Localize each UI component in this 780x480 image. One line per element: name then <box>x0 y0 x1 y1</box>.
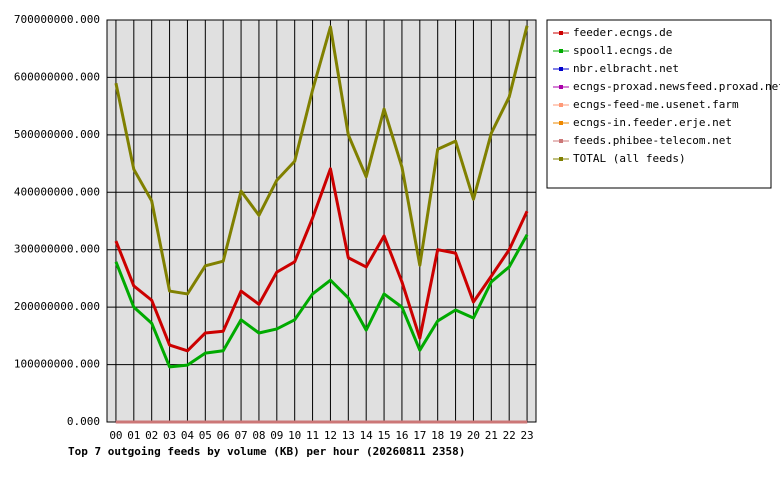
x-tick-label: 14 <box>360 429 374 442</box>
x-tick-label: 08 <box>252 429 265 442</box>
y-tick-label: 600000000.000 <box>14 70 100 83</box>
x-tick-label: 06 <box>217 429 230 442</box>
y-tick-label: 500000000.000 <box>14 128 100 141</box>
series-line <box>114 167 529 353</box>
legend-marker <box>559 103 563 107</box>
chart-title: Top 7 outgoing feeds by volume (KB) per … <box>68 445 465 458</box>
y-tick-label: 300000000.000 <box>14 243 100 256</box>
legend-label: ecngs-feed-me.usenet.farm <box>573 98 739 111</box>
x-tick-label: 03 <box>163 429 176 442</box>
x-tick-label: 18 <box>431 429 444 442</box>
legend-label: nbr.elbracht.net <box>573 62 679 75</box>
x-tick-label: 07 <box>234 429 247 442</box>
x-tick-label: 04 <box>181 429 195 442</box>
x-tick-label: 02 <box>145 429 158 442</box>
x-tick-label: 21 <box>485 429 498 442</box>
x-tick-label: 19 <box>449 429 462 442</box>
legend-marker <box>559 85 563 89</box>
plot-area <box>106 19 537 423</box>
x-tick-label: 01 <box>127 429 140 442</box>
legend-label: ecngs-in.feeder.erje.net <box>573 116 732 129</box>
legend-marker <box>559 49 563 53</box>
x-tick-label: 22 <box>503 429 516 442</box>
y-tick-label: 200000000.000 <box>14 300 100 313</box>
x-tick-label: 09 <box>270 429 283 442</box>
legend-marker <box>559 157 563 161</box>
legend-label: feeds.phibee-telecom.net <box>573 134 732 147</box>
y-tick-label: 700000000.000 <box>14 13 100 26</box>
series-line <box>114 234 529 369</box>
x-tick-label: 10 <box>288 429 301 442</box>
x-tick-label: 17 <box>413 429 426 442</box>
legend-box <box>546 19 772 189</box>
x-tick-label: 11 <box>306 429 319 442</box>
x-tick-label: 16 <box>395 429 408 442</box>
legend-label: spool1.ecngs.de <box>573 44 672 57</box>
legend-label: TOTAL (all feeds) <box>573 152 686 165</box>
legend-label: feeder.ecngs.de <box>573 26 672 39</box>
x-tick-label: 15 <box>377 429 390 442</box>
x-tick-label: 05 <box>199 429 212 442</box>
x-tick-label: 23 <box>520 429 533 442</box>
y-tick-label: 100000000.000 <box>14 358 100 371</box>
y-tick-label: 400000000.000 <box>14 185 100 198</box>
legend-marker <box>559 139 563 143</box>
x-tick-label: 20 <box>467 429 480 442</box>
x-tick-label: 12 <box>324 429 337 442</box>
legend-marker <box>559 121 563 125</box>
x-tick-label: 13 <box>342 429 355 442</box>
legend-marker <box>559 67 563 71</box>
legend-label: ecngs-proxad.newsfeed.proxad.net <box>573 80 780 93</box>
series-line <box>114 25 529 296</box>
y-tick-label: 0.000 <box>67 415 100 428</box>
x-tick-label: 00 <box>109 429 122 442</box>
legend-marker <box>559 31 563 35</box>
